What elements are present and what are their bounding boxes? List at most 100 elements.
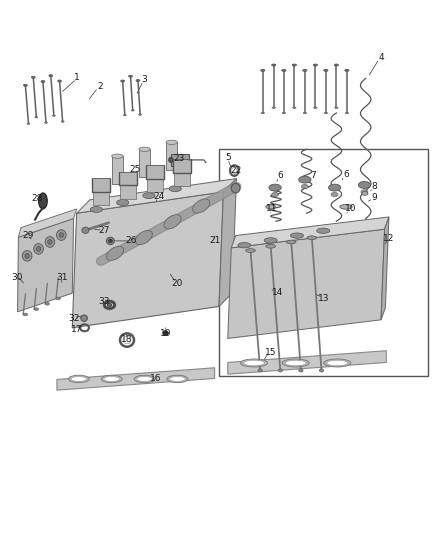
Bar bbox=[92, 178, 110, 192]
Text: 18: 18 bbox=[121, 335, 133, 344]
Text: 13: 13 bbox=[318, 294, 330, 303]
Text: 4: 4 bbox=[378, 53, 384, 62]
Ellipse shape bbox=[299, 369, 303, 372]
Ellipse shape bbox=[110, 307, 113, 310]
Ellipse shape bbox=[48, 239, 52, 244]
Ellipse shape bbox=[164, 215, 181, 229]
Ellipse shape bbox=[244, 360, 265, 366]
Text: 20: 20 bbox=[172, 279, 183, 288]
Polygon shape bbox=[72, 192, 223, 328]
Polygon shape bbox=[231, 217, 389, 248]
Polygon shape bbox=[18, 209, 77, 237]
Ellipse shape bbox=[282, 359, 309, 367]
Text: 23: 23 bbox=[173, 155, 184, 163]
Ellipse shape bbox=[335, 107, 338, 109]
Ellipse shape bbox=[103, 305, 106, 308]
Ellipse shape bbox=[34, 308, 39, 310]
Ellipse shape bbox=[163, 330, 168, 336]
Text: 17: 17 bbox=[71, 325, 82, 334]
Text: 29: 29 bbox=[23, 231, 34, 240]
Ellipse shape bbox=[134, 375, 155, 383]
Ellipse shape bbox=[258, 369, 262, 372]
Ellipse shape bbox=[34, 244, 43, 254]
Ellipse shape bbox=[290, 233, 304, 238]
Ellipse shape bbox=[264, 238, 277, 243]
Ellipse shape bbox=[317, 228, 330, 233]
Text: 1: 1 bbox=[74, 73, 80, 82]
Ellipse shape bbox=[45, 237, 55, 247]
Ellipse shape bbox=[293, 107, 296, 109]
Ellipse shape bbox=[299, 176, 311, 183]
Text: 26: 26 bbox=[126, 237, 137, 245]
Ellipse shape bbox=[137, 376, 152, 382]
Text: 7: 7 bbox=[310, 172, 316, 180]
Bar bbox=[139, 149, 150, 177]
Ellipse shape bbox=[232, 167, 237, 174]
Bar bbox=[166, 142, 177, 170]
Ellipse shape bbox=[131, 109, 134, 111]
Ellipse shape bbox=[105, 306, 107, 309]
Text: 6: 6 bbox=[343, 171, 349, 179]
Ellipse shape bbox=[272, 192, 279, 197]
Ellipse shape bbox=[282, 69, 286, 71]
Ellipse shape bbox=[362, 191, 368, 195]
Text: 10: 10 bbox=[345, 205, 356, 213]
Ellipse shape bbox=[143, 192, 155, 199]
Ellipse shape bbox=[345, 69, 349, 71]
Ellipse shape bbox=[106, 246, 124, 261]
Text: 6: 6 bbox=[277, 172, 283, 180]
Ellipse shape bbox=[129, 75, 132, 77]
Ellipse shape bbox=[112, 154, 123, 158]
Ellipse shape bbox=[324, 359, 351, 367]
Ellipse shape bbox=[61, 120, 64, 123]
Ellipse shape bbox=[71, 376, 87, 382]
Ellipse shape bbox=[340, 205, 352, 209]
Ellipse shape bbox=[138, 114, 141, 116]
Ellipse shape bbox=[81, 315, 87, 321]
Ellipse shape bbox=[53, 115, 56, 117]
Ellipse shape bbox=[57, 230, 66, 240]
Ellipse shape bbox=[135, 230, 152, 245]
Ellipse shape bbox=[107, 303, 112, 306]
Ellipse shape bbox=[313, 64, 318, 66]
Text: 12: 12 bbox=[383, 234, 395, 243]
Ellipse shape bbox=[56, 297, 60, 300]
Text: 14: 14 bbox=[272, 288, 284, 296]
Text: 32: 32 bbox=[69, 314, 80, 323]
Text: 2: 2 bbox=[97, 82, 102, 91]
Text: 3: 3 bbox=[141, 76, 148, 84]
Bar bbox=[147, 172, 163, 192]
Ellipse shape bbox=[240, 359, 268, 367]
Ellipse shape bbox=[123, 336, 131, 344]
Text: 27: 27 bbox=[99, 226, 110, 235]
Ellipse shape bbox=[44, 122, 47, 124]
Bar bbox=[112, 156, 123, 184]
Ellipse shape bbox=[35, 116, 38, 118]
Text: 22: 22 bbox=[230, 166, 241, 175]
Ellipse shape bbox=[31, 76, 35, 78]
Ellipse shape bbox=[109, 239, 112, 243]
Ellipse shape bbox=[45, 302, 49, 305]
Bar bbox=[173, 159, 191, 173]
Text: 28: 28 bbox=[32, 194, 43, 203]
Ellipse shape bbox=[266, 205, 276, 209]
Ellipse shape bbox=[120, 176, 136, 181]
Ellipse shape bbox=[147, 169, 163, 175]
Text: 5: 5 bbox=[225, 153, 231, 161]
Ellipse shape bbox=[278, 369, 283, 372]
Ellipse shape bbox=[331, 192, 338, 197]
Ellipse shape bbox=[103, 302, 106, 304]
Ellipse shape bbox=[301, 184, 308, 189]
Ellipse shape bbox=[286, 240, 296, 244]
Text: 8: 8 bbox=[371, 182, 378, 191]
Ellipse shape bbox=[25, 253, 29, 258]
Ellipse shape bbox=[93, 182, 109, 188]
Ellipse shape bbox=[345, 112, 349, 114]
Ellipse shape bbox=[41, 80, 45, 83]
Ellipse shape bbox=[292, 64, 297, 66]
Ellipse shape bbox=[307, 236, 317, 239]
Polygon shape bbox=[228, 229, 385, 338]
Ellipse shape bbox=[303, 69, 307, 71]
Ellipse shape bbox=[269, 184, 281, 191]
Ellipse shape bbox=[124, 114, 126, 116]
